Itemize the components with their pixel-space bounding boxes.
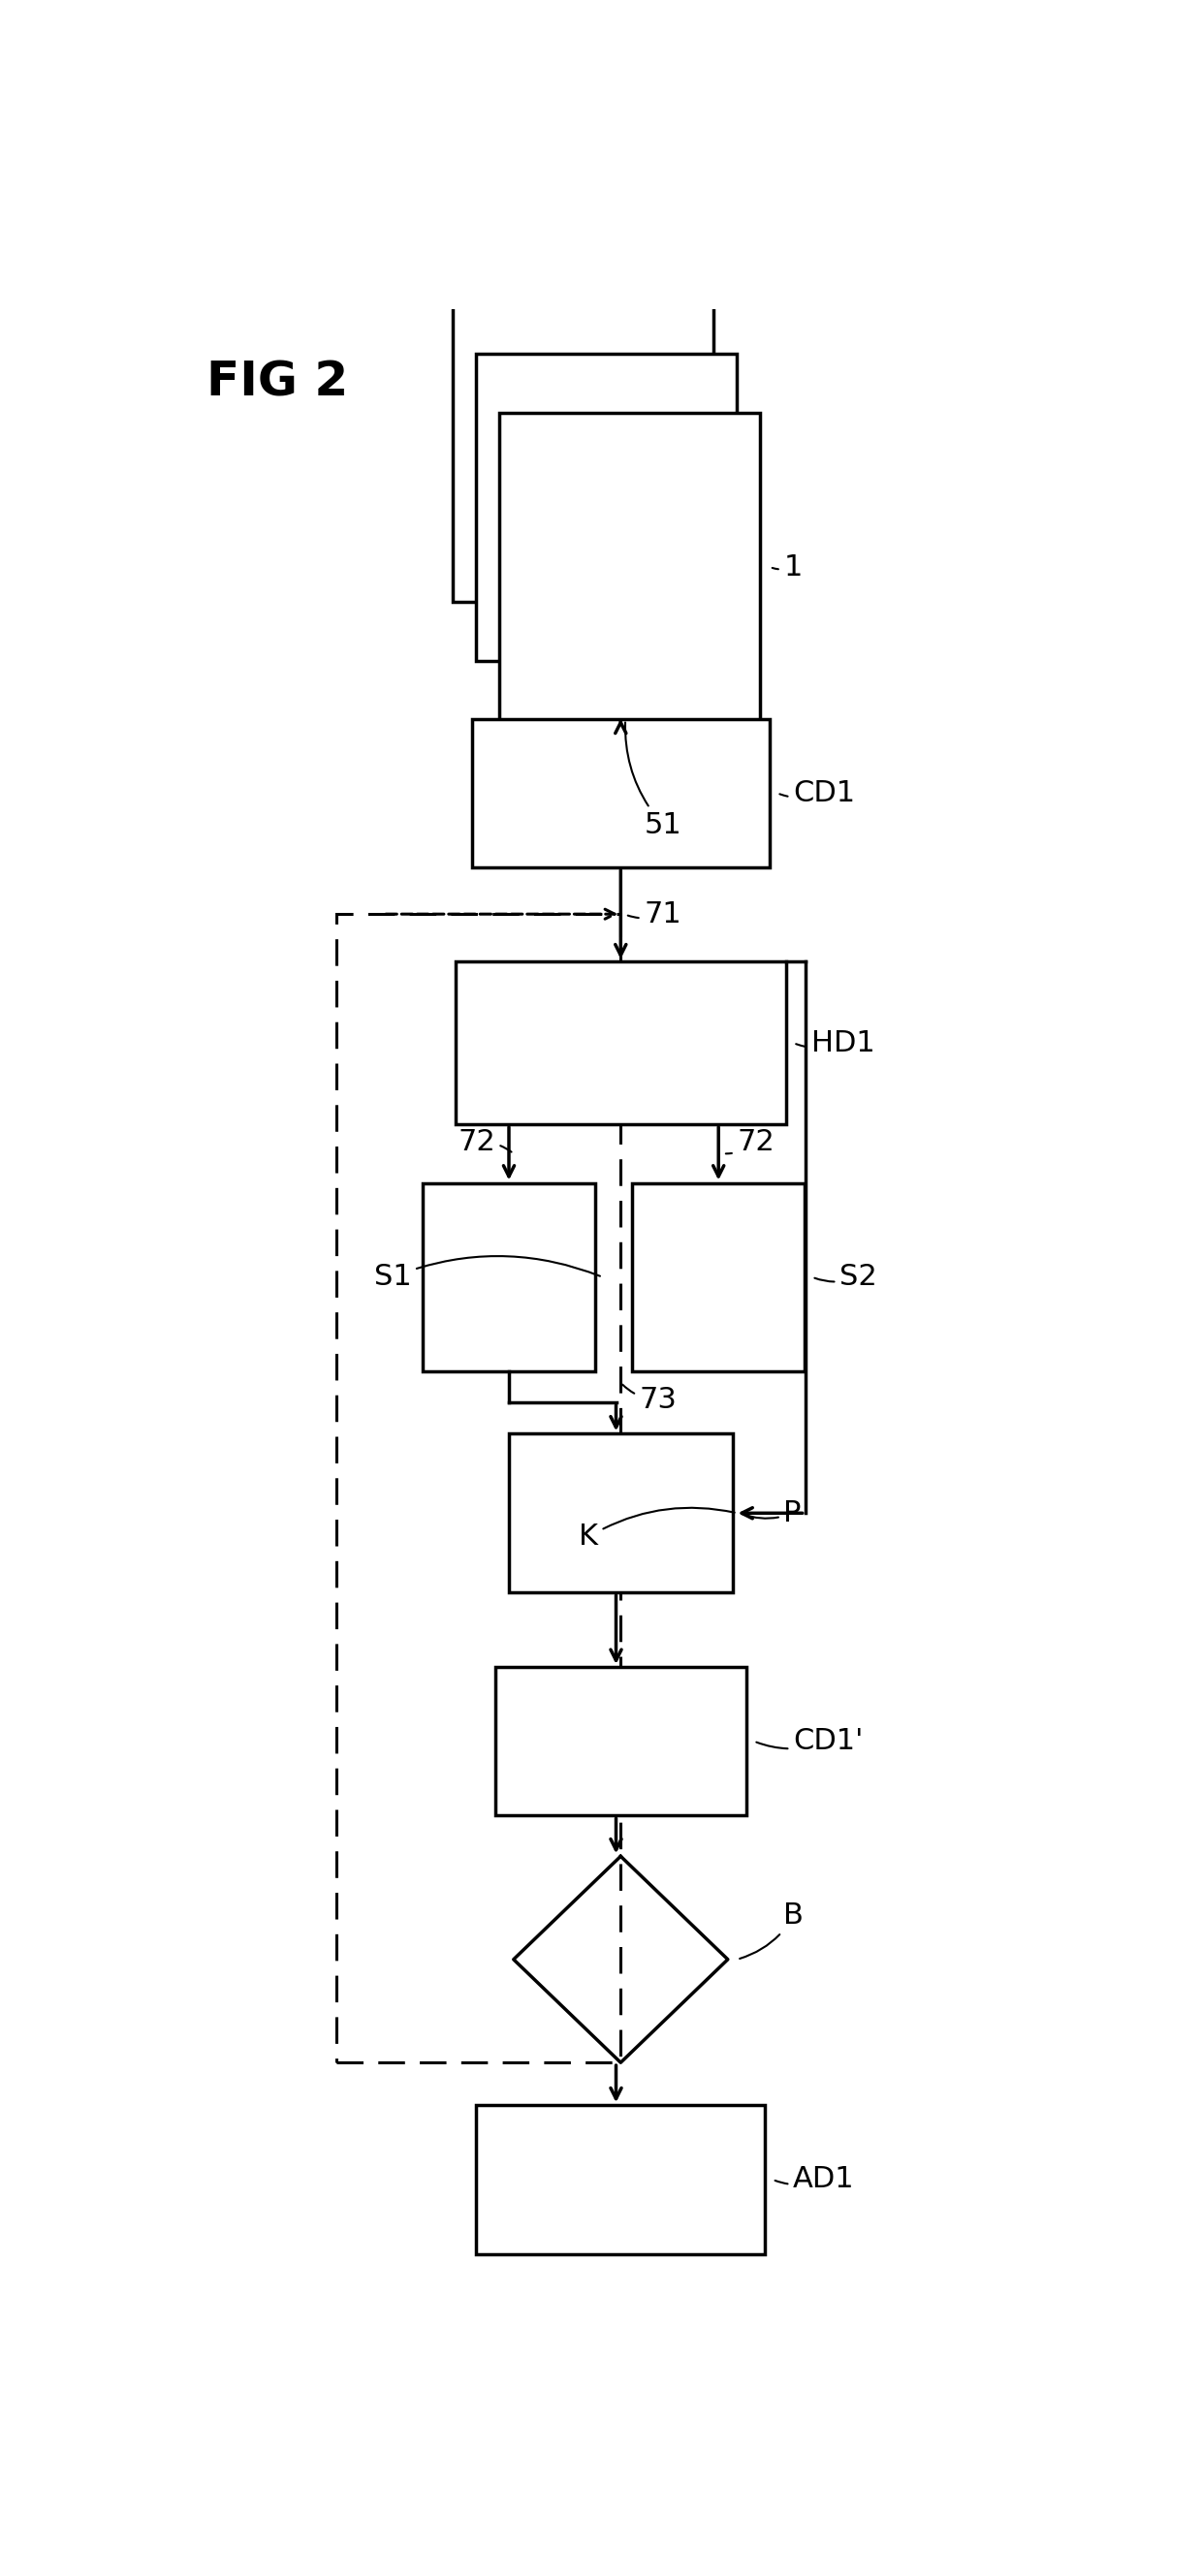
Text: 51: 51	[625, 721, 682, 840]
Bar	[495, 1667, 746, 1816]
Text: K: K	[578, 1507, 734, 1551]
Bar	[508, 1435, 732, 1592]
Text: 73: 73	[623, 1386, 677, 1414]
Bar	[337, 914, 620, 2063]
Bar	[500, 412, 761, 721]
Text: 72: 72	[726, 1128, 774, 1157]
Text: B: B	[739, 1901, 804, 1958]
Text: HD1: HD1	[796, 1028, 875, 1056]
Text: 72: 72	[458, 1128, 511, 1157]
Text: S1: S1	[374, 1257, 600, 1291]
Bar	[471, 719, 769, 868]
Bar	[423, 1182, 595, 1370]
Text: P: P	[743, 1499, 802, 1528]
Bar	[453, 294, 714, 603]
Bar	[476, 2105, 764, 2254]
Bar	[456, 961, 786, 1123]
Text: FIG 2: FIG 2	[207, 358, 347, 404]
Text: AD1: AD1	[775, 2166, 855, 2195]
Text: 1: 1	[772, 554, 803, 582]
Text: CD1': CD1'	[756, 1726, 863, 1754]
Bar	[632, 1182, 804, 1370]
Text: CD1: CD1	[780, 778, 855, 806]
Text: S2: S2	[815, 1262, 877, 1291]
Bar	[476, 353, 737, 662]
Text: 71: 71	[627, 899, 682, 927]
